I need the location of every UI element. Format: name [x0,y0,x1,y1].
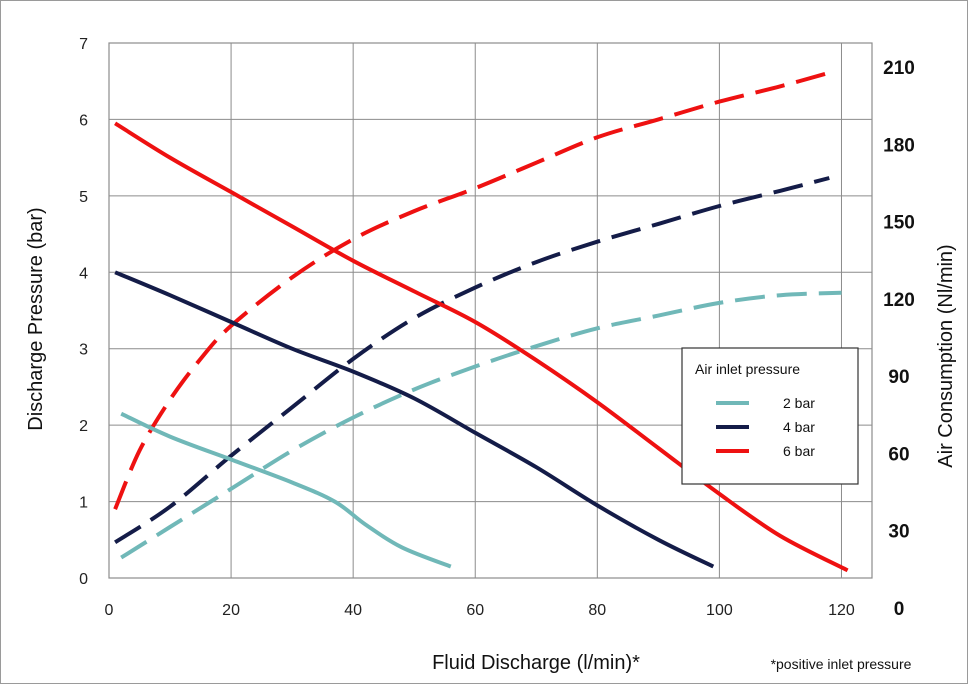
air-consumption-line-2-bar [120,290,842,560]
legend-title: Air inlet pressure [695,361,800,377]
y-tick-label: 5 [79,189,88,206]
x-tick-label: 0 [105,602,114,619]
y2-tick-label: 30 [888,522,909,543]
gridlines [108,42,873,579]
y-tick-label: 3 [79,342,88,359]
x-axis-title: Fluid Discharge (l/min)* [432,652,640,674]
legend-entry-label: 2 bar [783,395,815,411]
y2-tick-label: 210 [883,58,915,79]
x-tick-label: 120 [828,602,855,619]
air-consumption-line-4-bar [114,176,830,544]
y2-tick-label: 120 [883,290,915,311]
series-layer [113,69,849,573]
air-consumption-line-6-bar [113,69,836,510]
y-tick-label: 7 [79,36,88,53]
legend-entries: 2 bar 4 bar 6 bar [716,395,815,459]
legend: Air inlet pressure 2 bar 4 bar 6 bar [681,347,859,485]
x-tick-label: 100 [706,602,733,619]
x-tick-label: 80 [588,602,606,619]
y2-tick-label: 150 [883,213,915,234]
y-axis-title: Discharge Pressure (bar) [25,207,47,430]
discharge-pressure-line-4-bar [114,270,715,569]
footnote: *positive inlet pressure [771,656,912,672]
y-tick-label: 2 [79,418,88,435]
y-tick-label: 4 [79,265,88,282]
legend-box [681,347,859,485]
y2-tick-label: 90 [888,367,909,388]
y2-tick-label: 60 [888,444,909,465]
x-tick-label: 40 [344,602,362,619]
ticks-layer: 0 1 2 3 4 5 6 7 0 20 40 60 80 100 120 0 30 60 90 120 150 180 2… [79,36,915,620]
y2-tick-label: 0 [894,599,905,620]
x-tick-label: 20 [222,602,240,619]
y-tick-label: 1 [79,495,88,512]
plot-border [108,42,873,579]
y2-tick-label: 180 [883,135,915,156]
legend-entry-label: 6 bar [783,443,815,459]
x-tick-label: 60 [466,602,484,619]
legend-entry-label: 4 bar [783,419,815,435]
y-tick-label: 0 [79,571,88,588]
discharge-pressure-line-2-bar [120,411,452,569]
y-tick-label: 6 [79,112,88,129]
discharge-pressure-line-6-bar [114,121,849,573]
y2-axis-title: Air Consumption (Nl/min) [935,244,957,467]
